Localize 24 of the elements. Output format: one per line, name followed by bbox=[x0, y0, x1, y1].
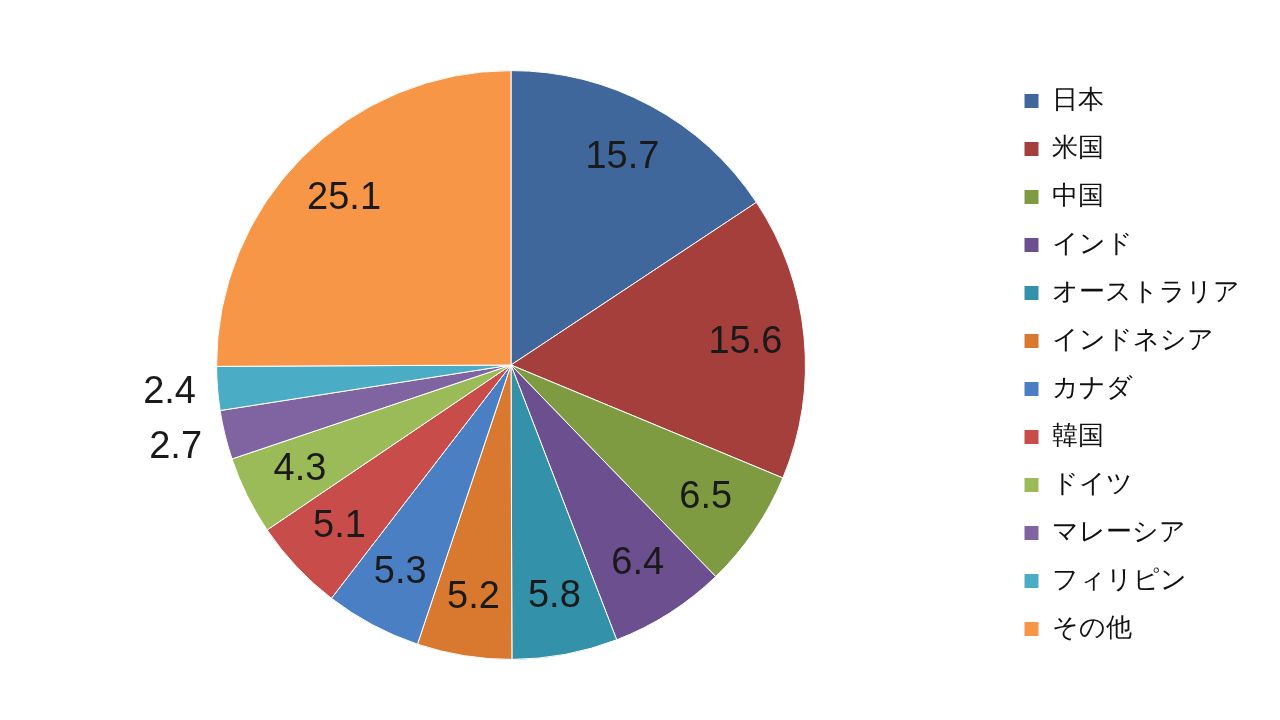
legend-label: インドネシア bbox=[1052, 323, 1214, 354]
data-label: 15.6 bbox=[708, 318, 783, 361]
data-label: 25.1 bbox=[307, 175, 382, 218]
data-label: 2.4 bbox=[143, 368, 196, 411]
legend-label: カナダ bbox=[1052, 371, 1133, 402]
legend-label: その他 bbox=[1052, 611, 1132, 642]
data-label: 5.1 bbox=[313, 502, 366, 545]
data-label: 15.7 bbox=[585, 133, 660, 176]
legend-label: フィリピン bbox=[1052, 563, 1187, 594]
legend-label: オーストラリア bbox=[1052, 275, 1240, 306]
data-label: 5.2 bbox=[447, 574, 500, 617]
legend-label: 米国 bbox=[1052, 131, 1104, 162]
data-label: 6.4 bbox=[611, 540, 665, 583]
legend-label: 韓国 bbox=[1052, 419, 1104, 450]
data-label: 4.3 bbox=[273, 446, 327, 488]
legend-label: マレーシア bbox=[1052, 515, 1186, 546]
legend-label: インド bbox=[1052, 227, 1133, 258]
data-label: 5.8 bbox=[527, 572, 581, 615]
data-label: 6.5 bbox=[679, 474, 733, 517]
legend-label: 日本 bbox=[1052, 83, 1104, 114]
data-label: 5.3 bbox=[373, 549, 427, 592]
data-label: 2.7 bbox=[149, 423, 203, 466]
legend-label: 中国 bbox=[1052, 179, 1104, 210]
legend-label: ドイツ bbox=[1052, 467, 1133, 498]
